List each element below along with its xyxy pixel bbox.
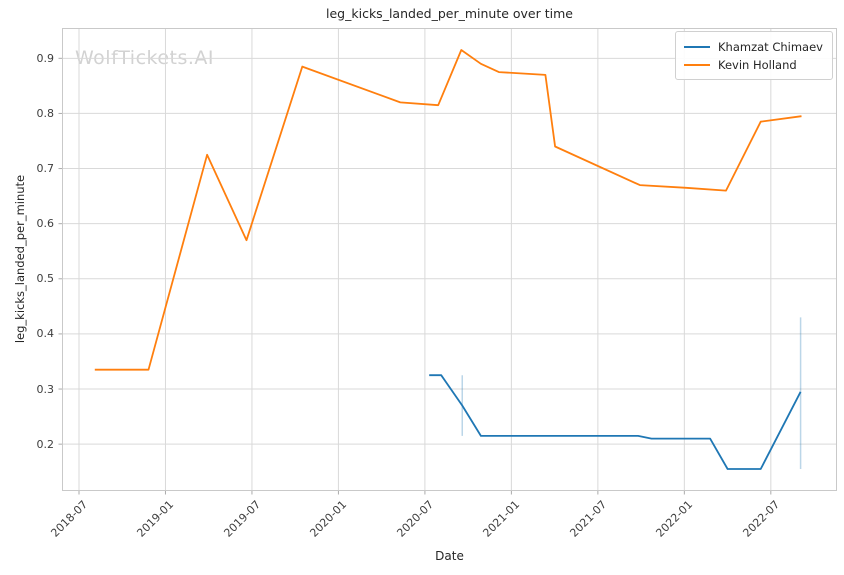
x-axis-label: Date	[435, 549, 464, 563]
x-tick-label: 2020-01	[307, 498, 350, 540]
x-tick-label: 2020-07	[394, 498, 437, 540]
y-tick-label: 0.4	[36, 327, 55, 341]
series-line-khamzat-chimaev	[429, 374, 802, 470]
legend-line-swatch-orange	[684, 64, 710, 66]
y-tick-label: 0.8	[36, 106, 55, 120]
x-tick-label: 2021-01	[480, 498, 523, 540]
y-tick-label: 0.3	[36, 382, 55, 396]
legend-item-khamzat-chimaev: Khamzat Chimaev	[684, 38, 824, 56]
x-tick-label: 2022-01	[653, 498, 696, 540]
y-tick-label: 0.2	[36, 437, 55, 451]
plot-svg	[58, 28, 837, 495]
y-tick-label: 0.6	[36, 217, 55, 231]
chart-title: leg_kicks_landed_per_minute over time	[326, 6, 573, 21]
y-tick-label: 0.7	[36, 162, 55, 176]
plot-area	[58, 28, 837, 495]
series-line-kevin-holland	[94, 49, 802, 371]
legend: Khamzat Chimaev Kevin Holland	[675, 31, 833, 80]
x-tick-label: 2019-01	[134, 498, 177, 540]
x-tick-label: 2019-07	[221, 498, 264, 540]
x-tick-label: 2018-07	[48, 498, 91, 540]
legend-label: Khamzat Chimaev	[718, 40, 823, 54]
legend-item-kevin-holland: Kevin Holland	[684, 56, 824, 74]
plot-border	[62, 28, 837, 491]
x-tick-label: 2022-07	[740, 498, 783, 540]
y-axis-label: leg_kicks_landed_per_minute	[13, 174, 27, 344]
x-tick-label: 2021-07	[567, 498, 610, 540]
legend-line-swatch-blue	[684, 46, 710, 48]
y-tick-label: 0.9	[36, 51, 55, 65]
y-tick-label: 0.5	[36, 272, 55, 286]
legend-label: Kevin Holland	[718, 58, 797, 72]
